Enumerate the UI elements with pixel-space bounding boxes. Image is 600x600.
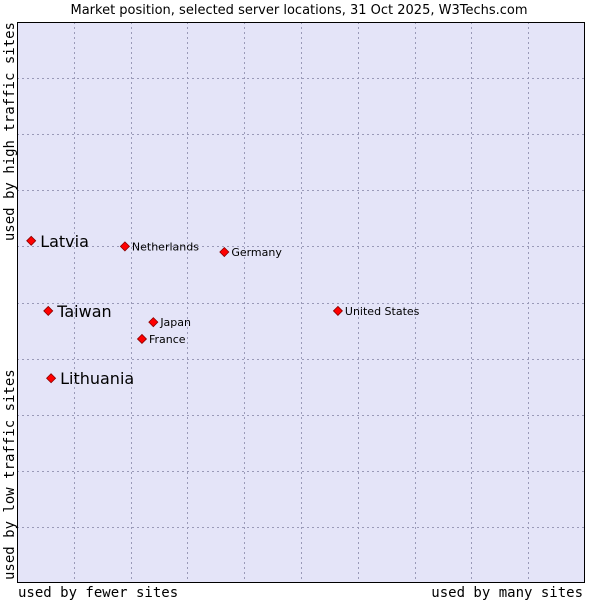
point-marker-lithuania [46, 373, 57, 384]
point-label-lithuania: Lithuania [60, 369, 134, 388]
data-points: Latvia Taiwan Lithuania Netherlands Germany U… [26, 232, 420, 388]
y-axis-label-low: used by low traffic sites [2, 369, 18, 580]
point-marker-netherlands [119, 241, 130, 252]
point-marker-united-states [332, 305, 343, 316]
point-marker-france [136, 333, 148, 345]
grid-lines [17, 22, 585, 583]
point-marker-taiwan [43, 305, 54, 316]
point-label-taiwan: Taiwan [56, 302, 111, 321]
point-marker-japan [148, 317, 159, 328]
point-marker-germany [219, 246, 230, 258]
y-axis-label-high: used by high traffic sites [2, 22, 18, 241]
chart-title: Market position, selected server locatio… [70, 3, 527, 18]
x-axis-label-high: used by many sites [431, 585, 583, 600]
point-label-japan: Japan [159, 316, 191, 329]
point-label-france: France [149, 333, 186, 346]
plot-border [17, 22, 585, 583]
x-axis-label-low: used by fewer sites [18, 585, 178, 600]
point-label-germany: Germany [231, 246, 282, 259]
point-label-netherlands: Netherlands [132, 240, 199, 253]
point-marker-latvia [26, 235, 37, 246]
point-label-latvia: Latvia [40, 232, 89, 251]
point-label-united-states: United States [345, 305, 420, 318]
